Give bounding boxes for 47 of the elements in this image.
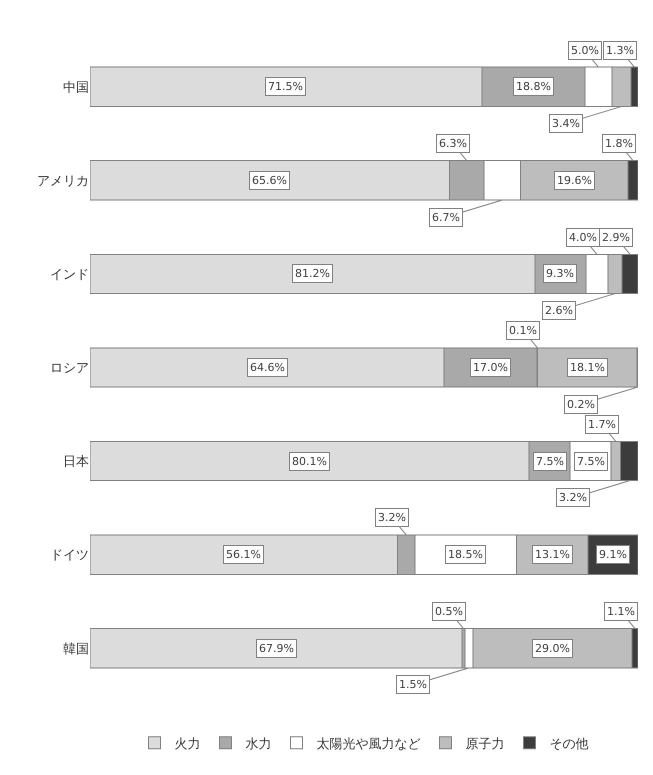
data-label: 17.0% — [473, 361, 508, 374]
data-label: 1.8% — [605, 137, 633, 150]
legend-label: 火力 — [174, 736, 200, 752]
data-label: 56.1% — [226, 548, 261, 561]
data-label: 0.2% — [567, 398, 595, 411]
data-label: 18.1% — [570, 361, 605, 374]
data-label: 1.5% — [399, 678, 427, 691]
y-tick-label: ロシア — [50, 361, 89, 376]
data-label: 1.1% — [607, 605, 635, 618]
data-label: 4.0% — [569, 231, 597, 244]
data-label: 67.9% — [259, 642, 294, 655]
data-label: 65.6% — [252, 174, 287, 187]
y-tick-label: 日本 — [63, 454, 89, 470]
legend-label: 太陽光や風力など — [316, 736, 420, 752]
data-label: 64.6% — [250, 361, 285, 374]
data-label: 3.2% — [378, 511, 406, 524]
data-label: 3.4% — [552, 117, 580, 130]
data-label: 7.5% — [536, 455, 564, 468]
data-label: 0.1% — [509, 324, 537, 337]
data-label: 29.0% — [535, 642, 570, 655]
y-tick-label: インド — [50, 267, 89, 282]
data-label: 1.3% — [606, 44, 634, 57]
data-label: 71.5% — [268, 80, 303, 93]
legend-label: 水力 — [246, 736, 272, 752]
y-tick-label: ドイツ — [50, 548, 89, 564]
data-label: 6.3% — [439, 137, 467, 150]
y-tick-label: アメリカ — [37, 174, 89, 189]
data-label: 2.9% — [602, 231, 630, 244]
data-label: 19.6% — [557, 174, 592, 187]
data-label: 18.5% — [448, 548, 483, 561]
data-label: 1.7% — [588, 418, 616, 431]
data-label: 7.5% — [577, 455, 605, 468]
y-tick-label: 韓国 — [63, 642, 89, 657]
data-label: 9.3% — [546, 267, 574, 280]
legend-label: その他 — [550, 736, 588, 752]
data-label: 18.8% — [516, 80, 551, 93]
data-label: 80.1% — [292, 455, 327, 468]
data-label: 13.1% — [535, 548, 570, 561]
data-label: 9.1% — [599, 548, 627, 561]
data-label: 3.2% — [559, 491, 587, 504]
data-label: 2.6% — [545, 304, 573, 317]
data-label: 6.7% — [432, 211, 460, 224]
legend-label: 原子力 — [466, 736, 504, 752]
data-label: 0.5% — [435, 605, 463, 618]
y-tick-label: 中国 — [63, 80, 89, 96]
data-label: 81.2% — [295, 267, 330, 280]
data-label: 5.0% — [571, 44, 599, 57]
